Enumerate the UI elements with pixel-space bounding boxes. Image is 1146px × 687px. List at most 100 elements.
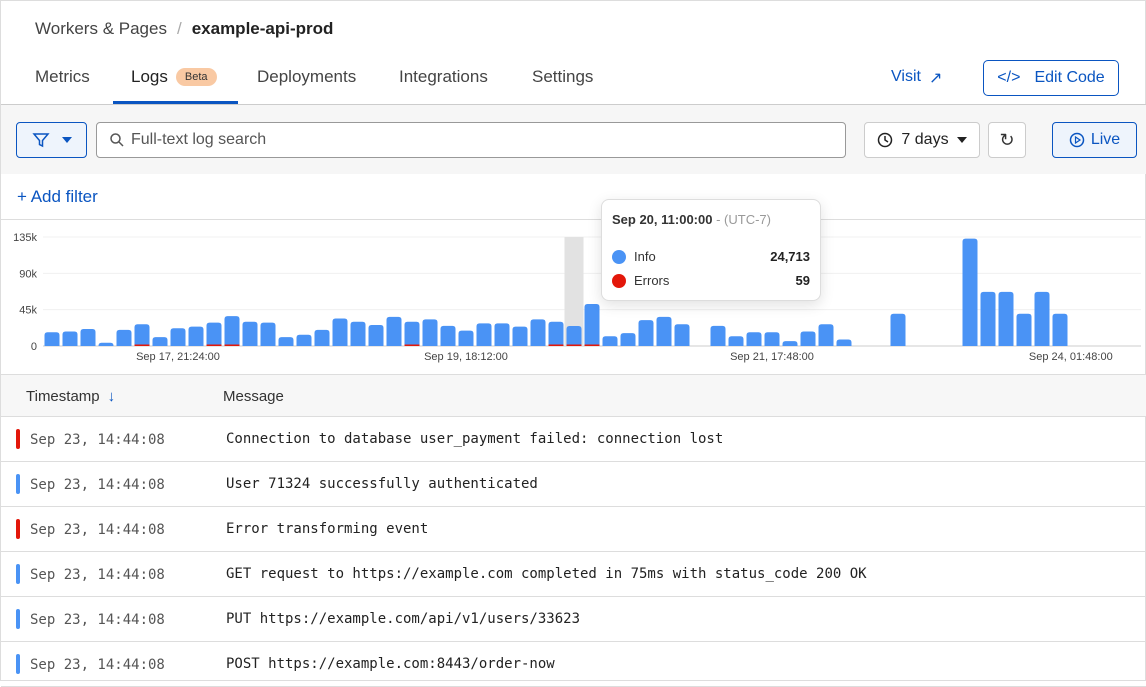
info-bar: [728, 336, 744, 346]
x-tick-label: Sep 24, 01:48:00: [1029, 351, 1113, 363]
info-bar: [332, 318, 348, 346]
row-timestamp: Sep 23, 14:44:08: [30, 657, 165, 673]
tab-label: Metrics: [35, 67, 90, 86]
tab-integrations[interactable]: Integrations: [399, 67, 488, 87]
breadcrumb-current: example-api-prod: [191, 19, 334, 38]
info-bar: [404, 321, 420, 346]
timestamp-header-label: Timestamp: [26, 388, 100, 405]
table-row[interactable]: Sep 23, 14:44:08 GET request to https://…: [1, 552, 1146, 597]
tooltip-row-errors: Errors 59: [612, 273, 810, 288]
info-bar: [584, 304, 600, 346]
info-bar: [422, 319, 438, 346]
filter-button[interactable]: [16, 122, 87, 158]
row-timestamp: Sep 23, 14:44:08: [30, 567, 165, 583]
tooltip-errors-label: Errors: [634, 273, 670, 288]
info-bar: [782, 341, 798, 346]
info-bar: [566, 326, 582, 346]
info-bar: [962, 238, 978, 346]
edit-code-button[interactable]: </> Edit Code: [983, 60, 1119, 96]
tooltip-info-label: Info: [634, 249, 656, 264]
breadcrumb: Workers & Pages / example-api-prod: [35, 19, 333, 39]
error-bar: [134, 344, 150, 346]
info-bar: [116, 329, 132, 346]
search-icon: [110, 133, 124, 147]
info-dot-icon: [612, 249, 626, 264]
chart-tooltip: Sep 20, 11:00:00 - (UTC-7) Info 24,713 Er…: [601, 199, 821, 301]
table-row[interactable]: Sep 23, 14:44:08 User 71324 successfully…: [1, 462, 1146, 507]
x-tick-label: Sep 19, 18:12:00: [424, 351, 508, 363]
info-bar: [458, 330, 474, 346]
beta-badge: Beta: [175, 68, 217, 86]
info-bar: [602, 336, 618, 346]
table-row[interactable]: Sep 23, 14:44:08 Error transforming even…: [1, 507, 1146, 552]
info-bar: [80, 329, 96, 346]
info-bar: [836, 339, 852, 346]
tab-deployments[interactable]: Deployments: [257, 67, 356, 87]
level-indicator: [16, 474, 20, 494]
row-timestamp: Sep 23, 14:44:08: [30, 522, 165, 538]
info-bar: [980, 291, 996, 346]
refresh-button[interactable]: ↻: [988, 122, 1026, 158]
table-row[interactable]: Sep 23, 14:44:08 Connection to database …: [1, 417, 1146, 462]
info-bar: [242, 321, 258, 346]
error-bar: [404, 344, 420, 346]
info-bar: [260, 322, 276, 346]
info-bar: [800, 331, 816, 346]
info-bar: [764, 332, 780, 346]
table-row[interactable]: Sep 23, 14:44:08 PUT https://example.com…: [1, 597, 1146, 642]
error-dot-icon: [612, 273, 626, 288]
timestamp-column-header[interactable]: Timestamp ↓: [26, 388, 115, 405]
row-message: Error transforming event: [226, 521, 429, 537]
tab-logs[interactable]: Logs Beta: [131, 67, 217, 87]
sort-descending-icon: ↓: [107, 388, 116, 405]
tab-label: Logs: [131, 67, 168, 86]
y-tick-label: 45k: [19, 305, 37, 317]
message-column-header: Message: [223, 388, 284, 405]
tooltip-timezone: - (UTC-7): [716, 212, 771, 227]
live-button[interactable]: Live: [1052, 122, 1137, 158]
info-bar: [890, 313, 906, 346]
visit-link[interactable]: Visit ↗: [891, 68, 942, 88]
row-timestamp: Sep 23, 14:44:08: [30, 432, 165, 448]
level-indicator: [16, 564, 20, 584]
y-tick-label: 0: [31, 341, 37, 353]
active-tab-indicator: [113, 101, 238, 104]
info-bar: [278, 337, 294, 346]
table-row[interactable]: Sep 23, 14:44:08 POST https://example.co…: [1, 642, 1146, 687]
row-message: PUT https://example.com/api/v1/users/336…: [226, 611, 581, 627]
error-bar: [224, 344, 240, 346]
info-bar: [674, 324, 690, 346]
tab-settings[interactable]: Settings: [532, 67, 593, 87]
info-bar: [746, 332, 762, 346]
info-bar: [548, 321, 564, 346]
info-bar: [314, 329, 330, 346]
funnel-icon: [31, 133, 50, 148]
add-filter-button[interactable]: + Add filter: [17, 187, 98, 206]
play-circle-icon: [1069, 132, 1085, 148]
level-indicator: [16, 609, 20, 629]
table-header: Timestamp ↓ Message: [1, 374, 1146, 417]
search-input[interactable]: Full-text log search: [96, 122, 846, 158]
tab-label: Deployments: [257, 67, 357, 86]
tooltip-errors-value: 59: [795, 273, 810, 288]
y-tick-label: 90k: [19, 268, 37, 280]
tab-metrics[interactable]: Metrics: [35, 67, 90, 87]
caret-down-icon: [956, 137, 967, 143]
level-indicator: [16, 519, 20, 539]
info-bar: [512, 326, 528, 346]
info-bar: [710, 325, 726, 346]
info-bar: [1016, 313, 1032, 346]
row-message: User 71324 successfully authenticated: [226, 476, 538, 492]
external-link-icon: ↗: [928, 70, 943, 87]
info-bar: [638, 320, 654, 346]
info-bar: [44, 332, 60, 346]
breadcrumb-parent[interactable]: Workers & Pages: [35, 19, 167, 38]
row-message: POST https://example.com:8443/order-now: [226, 656, 555, 672]
x-tick-label: Sep 17, 21:24:00: [136, 351, 220, 363]
row-message: GET request to https://example.com compl…: [226, 566, 867, 582]
tab-label: Settings: [532, 67, 594, 86]
breadcrumb-separator: /: [176, 19, 182, 38]
info-bar: [368, 325, 384, 346]
time-range-select[interactable]: 7 days: [864, 122, 980, 158]
info-bar: [476, 323, 492, 346]
